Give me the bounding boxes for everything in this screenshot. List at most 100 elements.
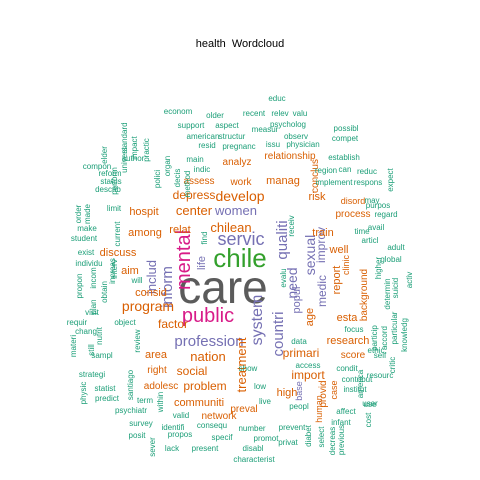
word-social: social xyxy=(177,364,208,378)
word-determin: determin xyxy=(383,278,392,309)
word-physic: physic xyxy=(79,382,88,405)
word-identifi: identifi xyxy=(161,423,184,432)
word-promot: promot xyxy=(254,434,280,443)
word-number: number xyxy=(238,424,265,433)
word-select: select xyxy=(317,426,326,448)
word-elder: elder xyxy=(100,146,109,164)
word-review: review xyxy=(133,329,142,352)
word-econom: econom xyxy=(164,107,193,116)
word-describ: describ xyxy=(95,185,121,194)
word-score: score xyxy=(341,350,366,361)
word-problem: problem xyxy=(183,379,226,393)
word-hospit: hospit xyxy=(129,206,158,218)
word-affect: affect xyxy=(336,407,356,416)
word-american: american xyxy=(187,132,220,141)
word-privat: privat xyxy=(278,438,298,447)
word-posit: posit xyxy=(129,431,147,440)
word-servic: servic xyxy=(217,229,264,249)
word-make: make xyxy=(77,224,97,233)
word-relev: relev xyxy=(271,109,288,118)
word-lack: lack xyxy=(165,444,180,453)
word-plan: plan xyxy=(89,299,98,314)
word-popul: popul xyxy=(291,287,303,314)
word-incom: incom xyxy=(89,267,98,289)
word-nation: nation xyxy=(190,349,225,364)
word-countri: countri xyxy=(270,311,287,356)
word-consequ: consequ xyxy=(197,421,227,430)
word-sampl: sampl xyxy=(91,351,113,360)
word-need: need xyxy=(284,267,300,298)
word-aim: aim xyxy=(121,265,139,277)
word-within: within xyxy=(156,392,165,413)
word-may: may xyxy=(364,196,379,205)
word-peopl: peopl xyxy=(289,402,309,411)
word-develop: develop xyxy=(215,188,264,204)
word-decis: decis xyxy=(173,169,182,188)
word-interv: interv xyxy=(110,259,119,279)
word-life: life xyxy=(196,256,208,270)
word-time: time xyxy=(354,227,370,236)
word-receiv: receiv xyxy=(287,215,296,236)
word-relationship: relationship xyxy=(264,151,316,162)
word-establish: establish xyxy=(328,153,360,162)
word-valu: valu xyxy=(293,109,308,118)
word-network: network xyxy=(201,411,237,422)
word-communiti: communiti xyxy=(174,397,224,409)
word-condit: condit xyxy=(336,364,358,373)
word-train: train xyxy=(312,227,333,239)
word-contribut: contribut xyxy=(342,375,373,384)
word-cost: cost xyxy=(364,412,373,427)
word-main: main xyxy=(186,155,203,164)
word-user: user xyxy=(362,399,378,408)
word-propon: propon xyxy=(75,274,84,299)
word-term: term xyxy=(137,396,153,405)
word-well: well xyxy=(329,244,349,256)
word-disord: disord xyxy=(341,196,366,206)
word-accord: accord xyxy=(380,326,389,350)
word-manag: manag xyxy=(266,175,300,187)
word-indic: indic xyxy=(194,165,210,174)
word-critic: critic xyxy=(388,357,397,373)
word-factor: factor xyxy=(158,317,188,331)
word-current: current xyxy=(113,221,122,247)
word-chilean: chilean xyxy=(210,220,251,235)
word-report: report xyxy=(331,266,343,295)
word-relat: relat xyxy=(169,224,190,236)
word-univers: univers xyxy=(120,147,129,173)
word-present: present xyxy=(192,444,219,453)
word-avail: avail xyxy=(368,223,385,232)
word-standard: standard xyxy=(120,122,129,153)
word-women: women xyxy=(214,203,257,218)
word-increas: increas xyxy=(108,258,117,284)
word-preval: preval xyxy=(230,404,257,415)
word-sever: sever xyxy=(148,437,157,457)
word-practic: practic xyxy=(142,138,151,162)
word-improv: improv xyxy=(314,227,328,263)
word-depress: depress xyxy=(173,188,216,202)
word-obtain: obtain xyxy=(100,281,109,303)
word-method: method xyxy=(183,171,192,198)
word-recent: recent xyxy=(243,109,266,118)
word-perform: perform xyxy=(110,167,119,195)
word-psychiatr: psychiatr xyxy=(115,406,147,415)
word-status: status xyxy=(100,177,121,186)
word-previous: previous xyxy=(337,425,346,455)
word-regard: regard xyxy=(374,210,397,219)
word-show: show xyxy=(239,364,258,373)
word-high: high xyxy=(277,387,298,399)
word-sexual: sexual xyxy=(302,235,318,275)
word-institut: institut xyxy=(343,385,367,394)
word-adolesc: adolesc xyxy=(144,381,178,392)
word-visit: visit xyxy=(85,308,100,317)
word-care: care xyxy=(178,261,267,313)
word-mental: mental xyxy=(173,230,195,290)
word-compon: compon xyxy=(83,162,111,171)
word-resourc: resourc xyxy=(367,371,394,380)
word-region: region xyxy=(315,166,337,175)
word-america: america xyxy=(356,369,365,398)
word-discuss: discuss xyxy=(100,247,137,259)
word-support: support xyxy=(178,121,205,130)
word-propos: propos xyxy=(168,430,192,439)
word-compet: compet xyxy=(332,134,359,143)
